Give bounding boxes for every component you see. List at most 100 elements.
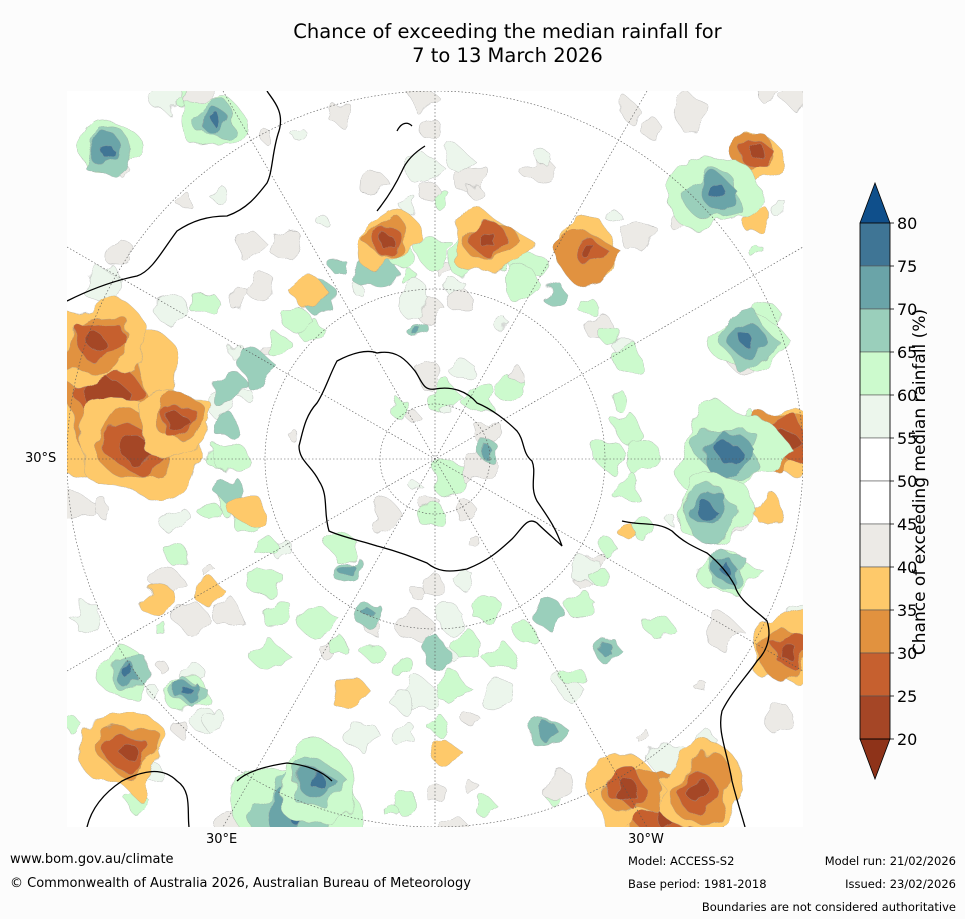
field-cell [404, 148, 446, 184]
colorbar-segment-60-65 [859, 351, 891, 396]
field-cell [421, 182, 443, 201]
field-cell [508, 365, 524, 382]
field-cell [387, 689, 415, 714]
field-cell [764, 703, 796, 734]
wet-core [211, 114, 222, 127]
southern-ocean-ring-cell [244, 569, 281, 596]
southern-ocean-ring-cell [280, 308, 311, 331]
southern-ocean-ring-cell [300, 605, 340, 638]
southern-ocean-ring-cell [448, 629, 480, 659]
field-cell [162, 544, 190, 568]
field-cell [562, 667, 584, 688]
field-cell [67, 489, 96, 519]
southern-ocean-ring-cell [212, 442, 249, 472]
dry-core [581, 244, 595, 260]
field-cell [769, 199, 787, 217]
southern-ocean-ring-cell [213, 371, 247, 405]
new-zealand-outline [376, 122, 426, 212]
colorbar-tick-25: 25 [897, 687, 917, 706]
lon-label-30w: 30°W [628, 832, 664, 847]
southern-ocean-ring-cell [543, 281, 567, 304]
wet-core [709, 182, 726, 198]
colorbar-tick-20: 20 [897, 730, 917, 749]
dry-core [117, 742, 138, 762]
dry-core [779, 645, 797, 659]
southern-ocean-ring-cell [596, 326, 620, 344]
field-cell [405, 91, 440, 113]
field-cell [494, 317, 511, 333]
colorbar-segment-20-25 [859, 695, 891, 740]
southern-ocean-ring-cell [624, 440, 662, 477]
field-cell [410, 587, 425, 601]
dry-core [616, 778, 637, 803]
southern-ocean-ring-cell [415, 236, 451, 271]
southern-ocean-ring-cell [598, 538, 617, 558]
colorbar: 80 75 70 65 60 55 50 45 40 35 30 25 20 [855, 180, 965, 785]
moderate-dry-patch [288, 275, 328, 310]
field-cell [175, 191, 193, 209]
field-cell [189, 290, 219, 313]
rainfall-map [67, 91, 803, 827]
title-line-2: 7 to 13 March 2026 [412, 44, 603, 67]
field-cell [325, 532, 360, 563]
southern-ocean-ring-cell [566, 589, 598, 617]
field-cell [608, 210, 623, 223]
southern-ocean-ring-cell [213, 411, 238, 438]
field-cell [404, 409, 420, 421]
footer-issued: Issued: 23/02/2026 [845, 877, 956, 891]
field-cell [443, 288, 474, 312]
field-cell [170, 719, 187, 740]
wet-core [99, 143, 116, 159]
southern-ocean-ring-cell [360, 642, 387, 662]
australia-outline [67, 91, 282, 302]
moderate-dry-patch [138, 587, 175, 616]
colorbar-tick-75: 75 [897, 257, 917, 276]
field-cell [105, 240, 132, 266]
field-cell [392, 721, 415, 746]
field-cell [246, 270, 277, 302]
colorbar-tick-60: 60 [897, 386, 917, 405]
colorbar-tick-50: 50 [897, 472, 917, 491]
dry-core [478, 234, 496, 247]
field-cell [290, 127, 309, 143]
field-cell [461, 712, 481, 727]
dry-core [166, 409, 190, 430]
title-line-1: Chance of exceeding the median rainfall … [293, 20, 722, 43]
southern-ocean-ring-cell [236, 346, 279, 391]
coastlines [67, 91, 770, 827]
field-cell [398, 197, 418, 216]
field-cell [246, 639, 291, 669]
southern-ocean-ring-cell [505, 266, 543, 303]
field-cell [424, 714, 451, 738]
graticule [67, 91, 803, 827]
colorbar-segment-65-70 [859, 308, 891, 353]
southern-ocean-ring-cell [268, 333, 291, 359]
field-cell [236, 232, 267, 262]
southern-ocean-ring-cell [612, 473, 640, 503]
field-cell [211, 597, 243, 628]
field-cell [162, 507, 192, 533]
field-cell [383, 801, 397, 817]
field-cell [544, 770, 574, 800]
colorbar-tick-40: 40 [897, 558, 917, 577]
field-cell [91, 496, 111, 519]
wet-patch-core [599, 642, 613, 658]
dry-core [87, 331, 106, 352]
field-cell [476, 795, 499, 817]
field-cell [643, 615, 675, 640]
field-cell [201, 707, 225, 733]
field-cell [749, 244, 764, 258]
field-cell [456, 500, 478, 523]
southern-ocean-ring-cell [327, 258, 348, 274]
moderate-dry-patch [751, 491, 783, 527]
colorbar-segment-35-40 [859, 566, 891, 611]
colorbar-segment-45-50 [859, 480, 891, 525]
dry-core [750, 144, 765, 159]
probability-field [67, 91, 803, 827]
field-cell [328, 103, 353, 129]
southern-ocean-ring-cell [422, 637, 452, 670]
field-cell [210, 185, 228, 201]
field-cell [373, 498, 406, 535]
field-cell [439, 817, 470, 827]
field-cell [258, 127, 271, 144]
